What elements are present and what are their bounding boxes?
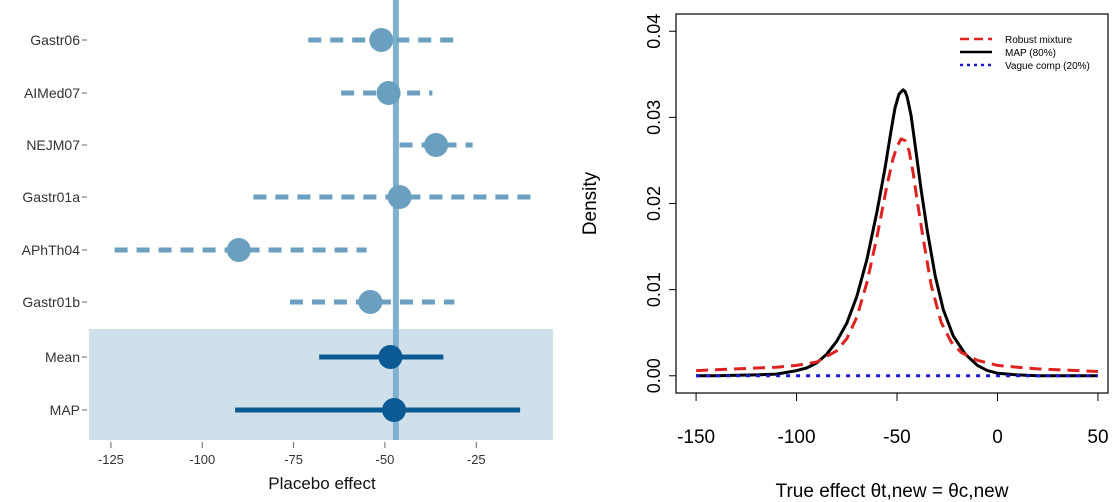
y-tick-label: 0.04: [644, 14, 664, 49]
series-line-0: [696, 137, 1099, 373]
x-tick-label: -100: [189, 452, 215, 467]
estimate-point: [369, 28, 394, 52]
y-tick-label: 0.02: [644, 186, 664, 221]
x-tick-label: 0: [992, 427, 1003, 448]
summary-point: [382, 398, 407, 422]
row-label: AIMed07: [24, 85, 80, 101]
x-tick-label: -100: [778, 427, 816, 448]
legend-label: Robust mixture: [1005, 35, 1073, 46]
legend-label: Vague comp (20%): [1005, 61, 1090, 72]
estimate-point: [358, 290, 383, 314]
y-tick-label: 0.00: [644, 358, 664, 393]
series-line-1: [696, 88, 1098, 378]
x-tick-label: -50: [883, 427, 910, 448]
row-label: Gastr01a: [22, 189, 80, 205]
x-tick-label: 50: [1087, 427, 1108, 448]
estimate-point: [226, 238, 251, 262]
x-tick-label: -50: [376, 452, 395, 467]
estimate-point: [387, 185, 412, 209]
x-tick-label: -150: [677, 427, 715, 448]
estimate-point: [376, 81, 401, 105]
x-tick-label: -25: [467, 452, 486, 467]
x-axis-title: Placebo effect: [268, 474, 376, 493]
estimate-point: [424, 133, 449, 157]
summary-point: [378, 345, 403, 369]
x-tick-label: -125: [98, 452, 124, 467]
row-label: Gastr01b: [22, 294, 80, 310]
y-tick-label: 0.03: [644, 100, 664, 135]
x-axis-title: True effect θt,new = θc,new: [776, 481, 1009, 502]
summary-band: [89, 329, 553, 440]
row-label: NEJM07: [26, 137, 80, 153]
y-tick-label: 0.01: [644, 272, 664, 307]
legend-label: MAP (80%): [1005, 48, 1056, 59]
legend: Robust mixture MAP (80%) Vague comp (20%): [960, 35, 1090, 72]
row-label: Gastr06: [30, 32, 80, 48]
forest-plot: Gastr06 AIMed07 NEJM07 Gastr01a APhTh04 Gastr…: [22, 0, 553, 493]
row-label: APhTh04: [22, 242, 81, 258]
y-axis-title: Density: [580, 171, 601, 235]
density-plot: 0.00 0.01 0.02 0.03 0.04 Density -150 -100 -50 0 5…: [580, 13, 1109, 502]
row-label: MAP: [50, 402, 80, 418]
x-tick-label: -75: [284, 452, 303, 467]
row-label: Mean: [45, 349, 80, 365]
